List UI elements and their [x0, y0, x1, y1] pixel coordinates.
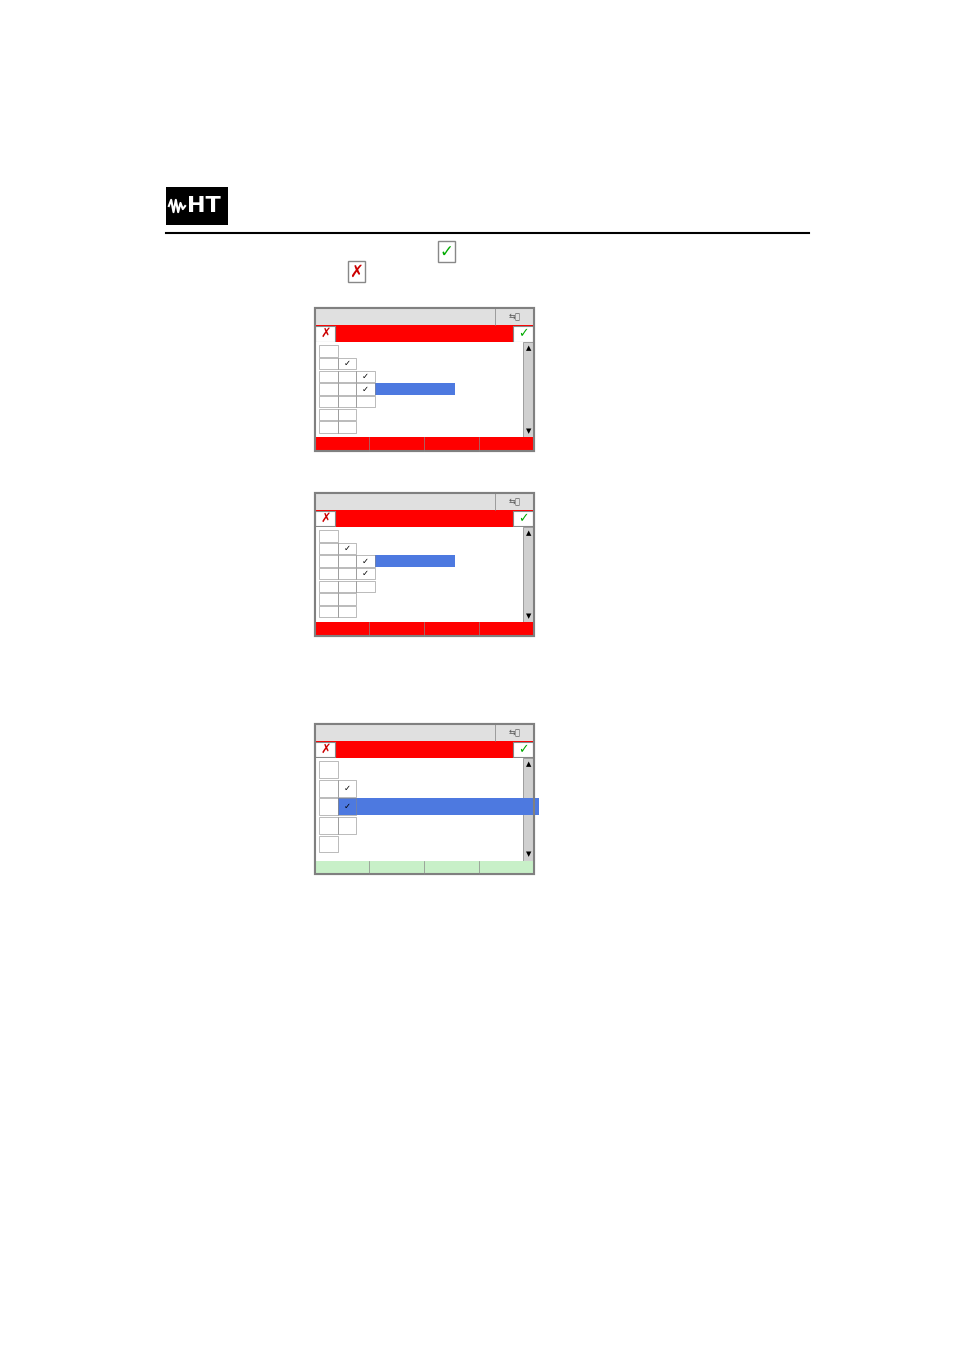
Bar: [315, 511, 335, 527]
Bar: [375, 384, 455, 394]
Bar: [319, 422, 337, 432]
Bar: [166, 186, 228, 226]
Text: ⇆⏻: ⇆⏻: [508, 312, 520, 322]
Text: ▼: ▼: [525, 612, 531, 619]
Bar: [356, 555, 375, 567]
Bar: [337, 396, 356, 407]
Text: HT: HT: [187, 196, 221, 216]
Bar: [337, 543, 356, 554]
Text: ✓: ✓: [517, 327, 528, 340]
Bar: [319, 384, 337, 394]
Text: ⇆⏻: ⇆⏻: [508, 497, 520, 507]
Bar: [337, 358, 356, 369]
Bar: [314, 527, 534, 621]
Text: ✓: ✓: [343, 802, 351, 812]
Text: ✓: ✓: [362, 385, 369, 393]
Bar: [337, 370, 356, 382]
Bar: [314, 724, 534, 874]
Text: ▼: ▼: [525, 428, 531, 434]
Text: ✓: ✓: [517, 743, 528, 757]
Bar: [314, 493, 534, 511]
Bar: [337, 422, 356, 432]
Text: ✓: ✓: [362, 569, 369, 578]
Bar: [314, 724, 534, 874]
Bar: [319, 346, 337, 357]
Text: ✓: ✓: [343, 784, 351, 793]
Bar: [314, 308, 534, 451]
Bar: [314, 724, 534, 742]
Bar: [319, 543, 337, 554]
Text: ▲: ▲: [525, 346, 531, 351]
Bar: [314, 308, 534, 451]
Bar: [319, 370, 337, 382]
Bar: [314, 342, 534, 436]
Bar: [337, 408, 356, 420]
Bar: [337, 798, 356, 815]
Bar: [314, 493, 534, 636]
Bar: [314, 511, 534, 527]
Text: ▲: ▲: [525, 530, 531, 536]
Bar: [356, 581, 375, 592]
Bar: [356, 370, 375, 382]
Text: ✗: ✗: [320, 327, 331, 340]
Text: ▲: ▲: [525, 761, 531, 767]
Bar: [315, 742, 335, 758]
Text: ⇆⏻: ⇆⏻: [508, 728, 520, 738]
Text: ✓: ✓: [362, 557, 369, 566]
Text: ✗: ✗: [320, 512, 331, 526]
Bar: [522, 758, 534, 861]
Bar: [337, 567, 356, 580]
Bar: [314, 326, 534, 342]
Bar: [319, 817, 337, 834]
Bar: [319, 607, 337, 617]
Bar: [319, 567, 337, 580]
Text: ✓: ✓: [343, 359, 351, 369]
Bar: [314, 758, 534, 861]
Bar: [375, 555, 455, 567]
Bar: [319, 408, 337, 420]
Bar: [314, 308, 534, 326]
Bar: [319, 836, 337, 852]
Bar: [356, 396, 375, 407]
Bar: [513, 742, 533, 758]
Text: ✓: ✓: [439, 242, 453, 261]
Bar: [337, 780, 356, 797]
Bar: [319, 593, 337, 605]
Bar: [348, 261, 365, 282]
Bar: [522, 527, 534, 621]
Bar: [319, 358, 337, 369]
Bar: [319, 581, 337, 592]
Text: ✓: ✓: [517, 512, 528, 526]
Bar: [337, 581, 356, 592]
Bar: [319, 780, 337, 797]
Text: ▼: ▼: [525, 851, 531, 858]
Bar: [319, 761, 337, 778]
Bar: [337, 817, 356, 834]
Bar: [319, 530, 337, 542]
Bar: [314, 436, 534, 451]
Bar: [314, 621, 534, 636]
Bar: [337, 384, 356, 394]
Bar: [315, 326, 335, 342]
Text: ✗: ✗: [320, 743, 331, 757]
Bar: [314, 861, 534, 874]
Bar: [356, 567, 375, 580]
Bar: [337, 593, 356, 605]
Bar: [314, 493, 534, 636]
Bar: [319, 798, 337, 815]
Bar: [319, 555, 337, 567]
Bar: [513, 326, 533, 342]
Bar: [337, 798, 537, 815]
Bar: [319, 396, 337, 407]
Bar: [356, 384, 375, 394]
Bar: [513, 511, 533, 527]
Bar: [337, 607, 356, 617]
Bar: [522, 342, 534, 436]
Text: ✓: ✓: [343, 544, 351, 553]
Text: ✗: ✗: [349, 262, 363, 281]
Bar: [314, 742, 534, 758]
Bar: [437, 240, 455, 262]
Bar: [337, 555, 356, 567]
Text: ✓: ✓: [362, 372, 369, 381]
